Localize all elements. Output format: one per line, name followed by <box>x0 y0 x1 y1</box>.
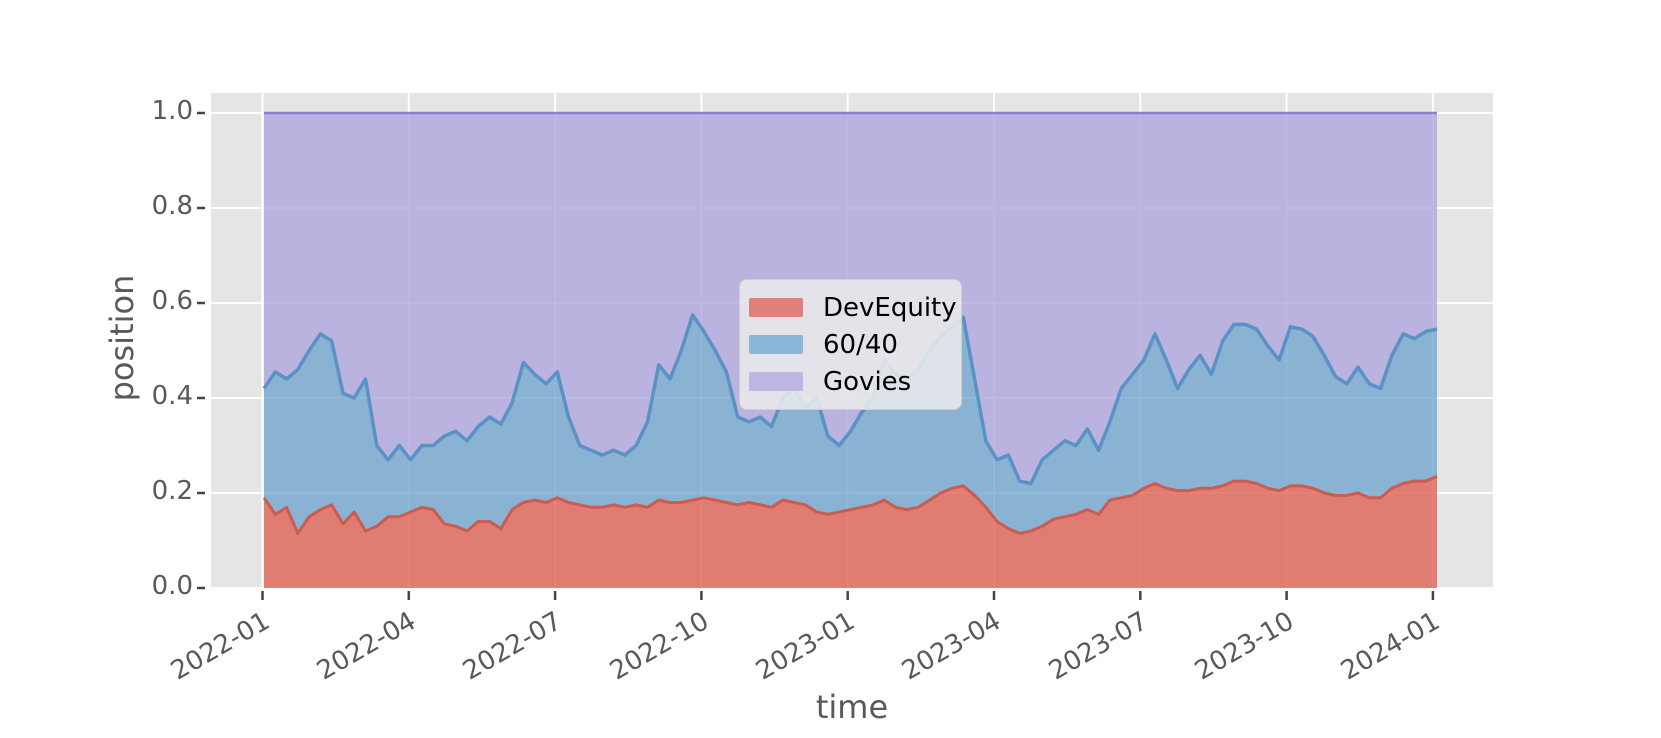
legend-item: DevEquity <box>749 289 957 326</box>
legend-swatch <box>749 372 803 391</box>
legend-item: Govies <box>749 363 949 400</box>
legend-label: DevEquity <box>823 292 957 323</box>
legend: DevEquity 60/40 Govies <box>739 279 962 410</box>
line-60-40 <box>262 313 1438 486</box>
area-60-40 <box>264 314 1437 534</box>
legend-swatch <box>749 298 803 317</box>
y-tick-label: 0.0 <box>151 571 193 601</box>
line-devequity <box>262 475 1438 535</box>
y-tick-label: 0.2 <box>151 476 193 506</box>
legend-label: Govies <box>823 366 912 397</box>
area-devequity <box>264 476 1437 588</box>
y-tick-label: 0.8 <box>151 191 193 221</box>
legend-item: 60/40 <box>749 326 949 363</box>
legend-swatch <box>749 335 803 354</box>
legend-label: 60/40 <box>823 329 898 360</box>
x-axis-title: time <box>815 688 889 726</box>
y-tick-label: 1.0 <box>151 96 193 126</box>
y-tick-label: 0.6 <box>151 286 193 316</box>
y-tick-label: 0.4 <box>151 381 193 411</box>
